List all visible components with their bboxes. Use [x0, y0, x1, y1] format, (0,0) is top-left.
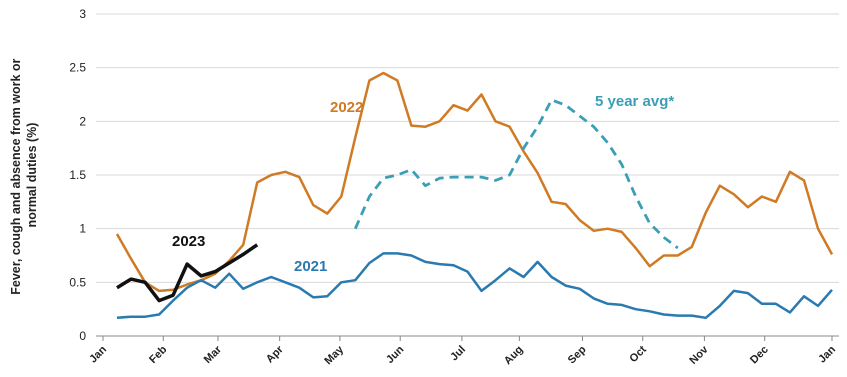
- x-tick-label: Dec: [748, 344, 771, 367]
- series-label: 2023: [172, 233, 205, 250]
- y-tick-label: 3: [79, 7, 86, 21]
- y-axis-label-line: normal duties (%): [25, 123, 39, 228]
- x-tick-label: Oct: [627, 343, 649, 365]
- y-axis-label-line: Fever, cough and absence from work or: [9, 58, 23, 294]
- x-tick-label: Feb: [147, 343, 170, 366]
- series-line: [116, 243, 259, 303]
- series-label: 2021: [294, 258, 327, 275]
- series-label: 5 year avg*: [595, 93, 674, 110]
- y-tick-label: 0: [79, 329, 86, 343]
- series-line: [115, 71, 834, 293]
- x-tick-label: Jan: [816, 343, 838, 365]
- x-tick-label: May: [322, 343, 346, 367]
- series-line: [354, 98, 679, 250]
- x-tick-label: Nov: [687, 343, 711, 367]
- series-label: 2022: [330, 99, 363, 116]
- x-tick-label: Jul: [448, 344, 468, 364]
- y-tick-label: 1: [79, 222, 86, 236]
- x-tick-label: Apr: [264, 343, 286, 365]
- y-tick-label: 2: [79, 114, 86, 128]
- x-tick-label: Aug: [502, 344, 526, 368]
- y-tick-label: 0.5: [69, 275, 86, 289]
- series-line: [116, 252, 833, 320]
- x-tick-label: Jun: [384, 343, 407, 366]
- x-tick-label: Sep: [566, 343, 589, 366]
- y-tick-label: 2.5: [69, 61, 86, 75]
- x-tick-label: Jan: [87, 343, 109, 365]
- x-tick-label: Mar: [202, 343, 225, 366]
- y-axis-label: Fever, cough and absence from work or no…: [9, 55, 39, 295]
- y-tick-label: 1.5: [69, 168, 86, 182]
